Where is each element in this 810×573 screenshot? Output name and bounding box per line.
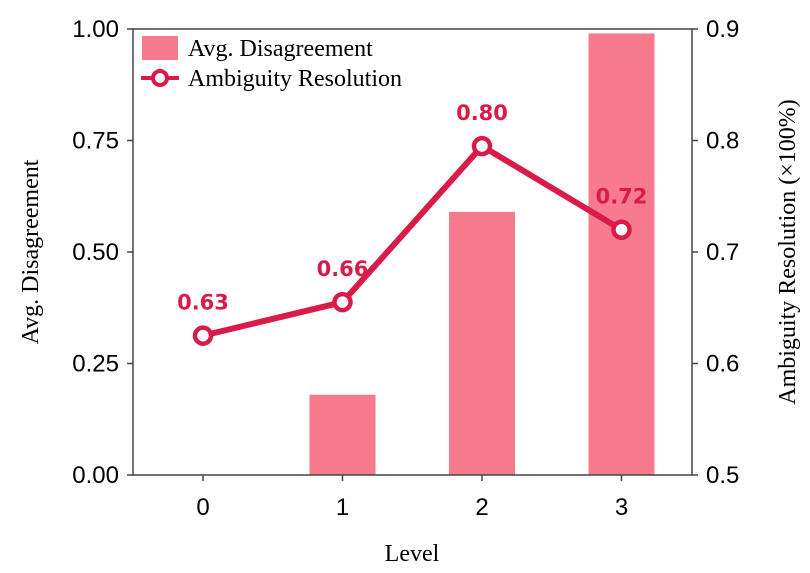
point-label-level-3: 0.72 — [596, 185, 648, 209]
left-tick-label: 0.50 — [72, 239, 119, 266]
x-axis-ticks: 0 1 2 3 — [196, 475, 628, 521]
ambiguity-line — [202, 143, 624, 339]
right-tick-label: 0.5 — [706, 462, 739, 489]
bar-level-3 — [588, 33, 655, 476]
x-tick-label: 1 — [336, 494, 349, 521]
line-point-level-0 — [192, 325, 214, 346]
left-tick-label: 0.25 — [72, 351, 119, 378]
left-tick-label: 0.00 — [72, 462, 119, 489]
line-point-level-2 — [471, 135, 493, 157]
point-label-level-0: 0.63 — [177, 291, 229, 315]
legend: Avg. Disagreement Ambiguity Resolution — [141, 36, 402, 92]
right-tick-label: 0.9 — [706, 16, 739, 43]
left-tick-label: 1.00 — [72, 16, 119, 43]
bar-series — [309, 33, 655, 476]
right-tick-label: 0.7 — [706, 239, 739, 266]
point-label-level-2: 0.80 — [456, 101, 508, 125]
right-axis-title: Ambiguity Resolution (×100%) — [775, 99, 801, 405]
x-tick-label: 0 — [196, 494, 209, 521]
left-axis-ticks: 0.00 0.25 0.50 0.75 1.00 — [72, 16, 133, 489]
x-tick-label: 3 — [615, 494, 628, 521]
x-tick-label: 2 — [475, 494, 488, 521]
legend-line-label: Ambiguity Resolution — [188, 66, 402, 92]
left-tick-label: 0.75 — [72, 128, 119, 155]
line-point-level-1 — [332, 291, 353, 313]
bar-level-2 — [449, 211, 515, 476]
point-label-level-1: 0.66 — [317, 257, 369, 281]
bar-level-1 — [309, 394, 376, 475]
legend-line-marker — [151, 69, 169, 87]
line-point-level-3 — [611, 219, 632, 240]
x-axis-title: Level — [385, 541, 440, 567]
legend-bar-label: Avg. Disagreement — [188, 36, 373, 62]
line-series: 0.63 0.66 0.80 0.72 — [177, 101, 648, 346]
left-axis-title: Avg. Disagreement — [18, 159, 44, 344]
legend-bar-swatch — [142, 36, 178, 60]
right-axis-ticks: 0.5 0.6 0.7 0.8 0.9 — [692, 16, 739, 489]
right-tick-label: 0.8 — [706, 128, 739, 155]
right-tick-label: 0.6 — [706, 351, 739, 378]
